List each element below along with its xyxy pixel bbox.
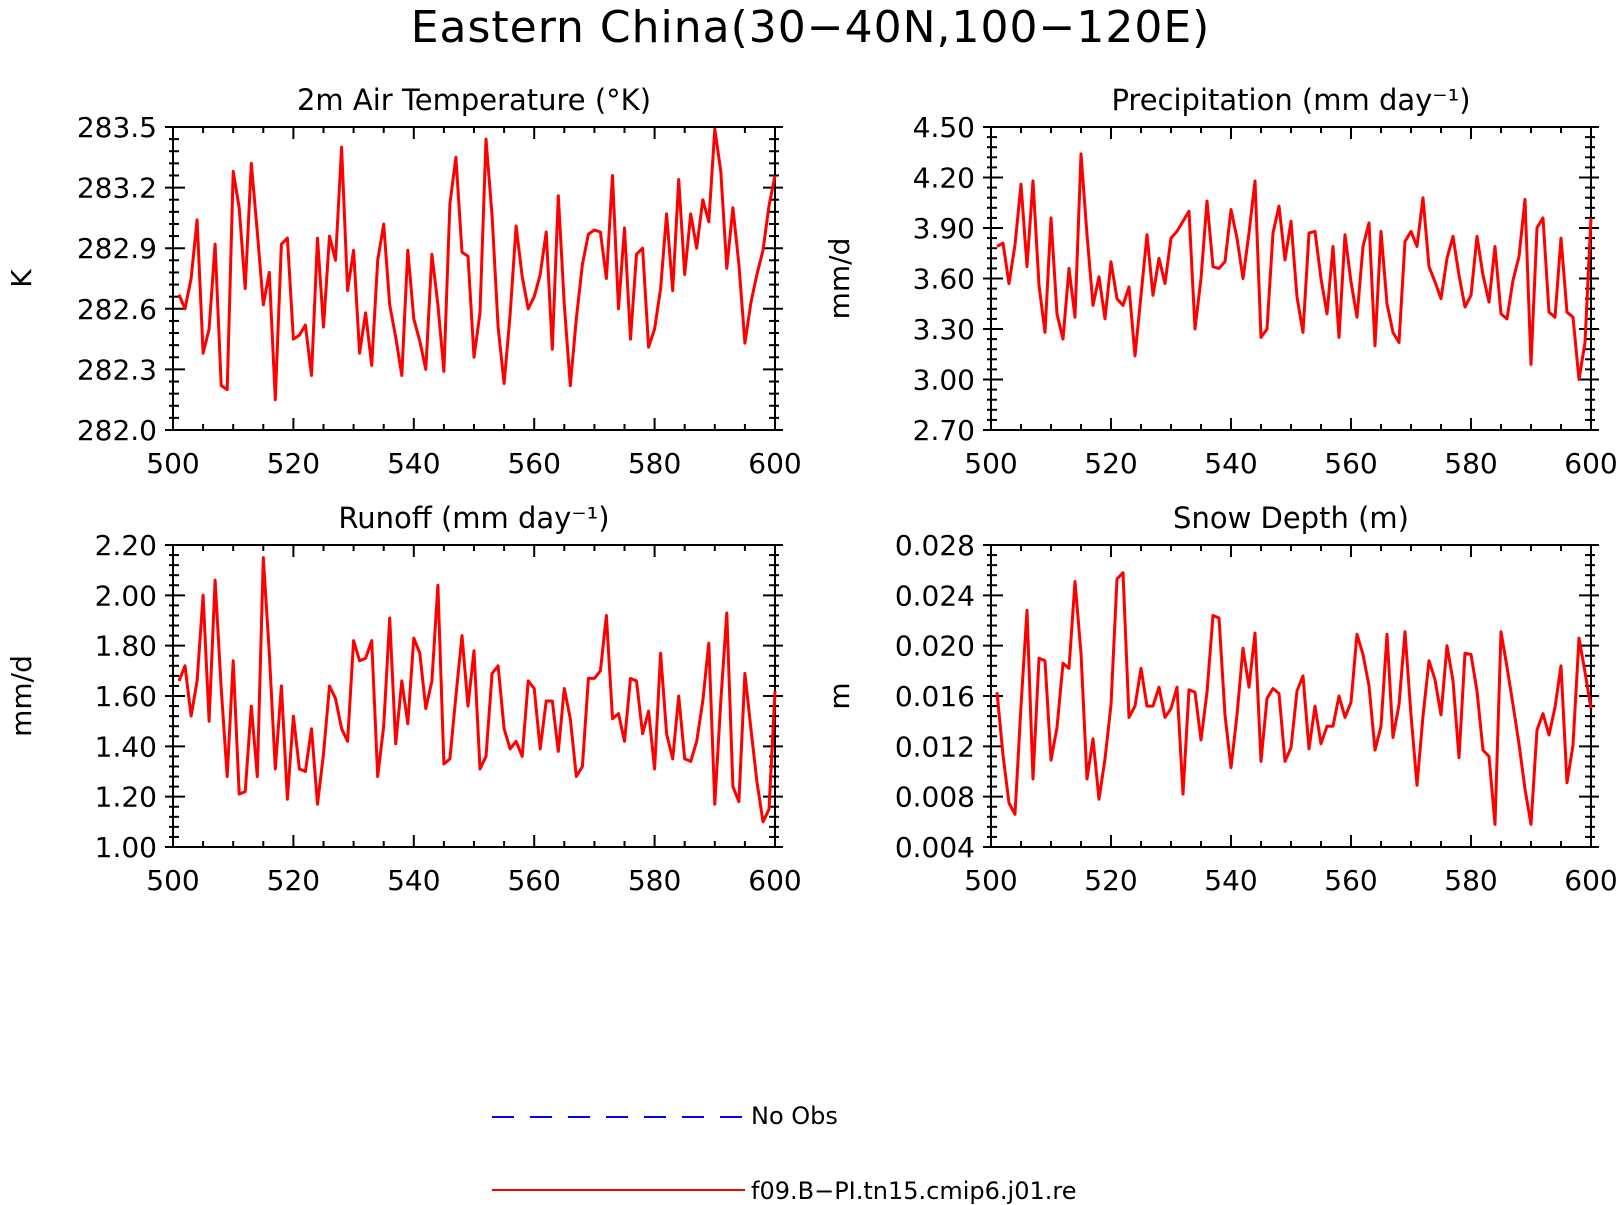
x-tick-label: 560 xyxy=(1324,447,1377,480)
panel-title: Precipitation (mm day⁻¹) xyxy=(1111,83,1470,117)
figure-title: Eastern China(30−40N,100−120E) xyxy=(410,2,1211,53)
x-tick-label: 580 xyxy=(628,864,681,897)
panel-title: Runoff (mm day⁻¹) xyxy=(338,501,609,535)
legend-swatches xyxy=(492,1116,745,1191)
x-tick-label: 540 xyxy=(1204,864,1257,897)
x-tick-label: 600 xyxy=(1564,864,1617,897)
x-tick-label: 600 xyxy=(748,864,801,897)
y-tick-label: 1.00 xyxy=(95,831,157,864)
y-axis-label: mm/d xyxy=(5,655,38,737)
y-axis-label: mm/d xyxy=(823,238,856,320)
y-tick-label: 3.30 xyxy=(913,313,975,346)
x-tick-label: 500 xyxy=(964,864,1017,897)
x-tick-label: 500 xyxy=(964,447,1017,480)
x-tick-label: 580 xyxy=(1444,864,1497,897)
y-tick-label: 1.40 xyxy=(95,730,157,763)
x-tick-label: 540 xyxy=(1204,447,1257,480)
x-tick-label: 600 xyxy=(748,447,801,480)
x-tick-label: 540 xyxy=(387,864,440,897)
plot-frame xyxy=(172,126,776,431)
y-axis-label: m xyxy=(823,682,856,709)
x-tick-label: 500 xyxy=(146,864,199,897)
legend-label-model: f09.B−PI.tn15.cmip6.j01.re xyxy=(751,1177,1077,1205)
panel-snow-depth: 500 520 540 560 580 600 0.004 0.008 0.012 0.016 0.… xyxy=(823,501,1618,897)
y-tick-label: 282.9 xyxy=(77,232,157,265)
x-tick-label: 600 xyxy=(1564,447,1617,480)
panel-runoff: 500 520 540 560 580 600 1.00 1.20 1.40 1.60 1.80 2.… xyxy=(5,501,802,897)
y-tick-label: 2.20 xyxy=(95,529,157,562)
series-line xyxy=(177,556,777,824)
x-tick-label: 520 xyxy=(1084,864,1137,897)
legend-label-obs: No Obs xyxy=(751,1102,838,1130)
x-tick-label: 560 xyxy=(507,864,560,897)
y-tick-label: 0.008 xyxy=(895,781,975,814)
x-tick-label: 520 xyxy=(1084,447,1137,480)
y-tick-label: 0.024 xyxy=(895,579,975,612)
y-tick-label: 1.20 xyxy=(95,781,157,814)
plot-frame xyxy=(990,544,1592,848)
y-tick-label: 283.5 xyxy=(77,111,157,144)
x-tick-label: 560 xyxy=(1324,864,1377,897)
y-axis-label: K xyxy=(5,269,38,288)
x-tick-label: 560 xyxy=(507,447,560,480)
y-tick-label: 282.0 xyxy=(77,414,157,447)
y-tick-label: 283.2 xyxy=(77,172,157,205)
y-tick-label: 1.60 xyxy=(95,680,157,713)
y-tick-label: 4.50 xyxy=(913,111,975,144)
panel-title: Snow Depth (m) xyxy=(1173,501,1409,535)
y-tick-label: 3.60 xyxy=(913,263,975,296)
panel-air-temperature: 500 520 540 560 580 600 282.0 282.3 282.6 282.9 28… xyxy=(5,83,802,480)
y-tick-label: 0.016 xyxy=(895,680,975,713)
x-tick-label: 500 xyxy=(146,447,199,480)
series-line xyxy=(996,152,1593,381)
y-tick-label: 4.20 xyxy=(913,162,975,195)
x-tick-label: 580 xyxy=(1444,447,1497,480)
x-tick-label: 520 xyxy=(267,447,320,480)
y-tick-label: 0.004 xyxy=(895,831,975,864)
y-tick-label: 282.3 xyxy=(77,353,157,386)
y-tick-label: 0.028 xyxy=(895,529,975,562)
panel-title: 2m Air Temperature (°K) xyxy=(297,83,651,117)
panel-precipitation: 500 520 540 560 580 600 2.70 3.00 3.30 3.60 3.90 4.… xyxy=(823,83,1618,480)
y-tick-label: 0.020 xyxy=(895,630,975,663)
y-tick-label: 2.00 xyxy=(95,579,157,612)
x-tick-label: 540 xyxy=(387,447,440,480)
x-tick-label: 580 xyxy=(628,447,681,480)
y-tick-label: 3.00 xyxy=(913,364,975,397)
y-tick-label: 3.90 xyxy=(913,212,975,245)
y-tick-label: 2.70 xyxy=(913,414,975,447)
x-tick-label: 520 xyxy=(267,864,320,897)
series-line xyxy=(177,127,777,402)
series-line xyxy=(995,571,1593,826)
y-tick-label: 282.6 xyxy=(77,293,157,326)
y-tick-label: 0.012 xyxy=(895,730,975,763)
y-tick-label: 1.80 xyxy=(95,630,157,663)
